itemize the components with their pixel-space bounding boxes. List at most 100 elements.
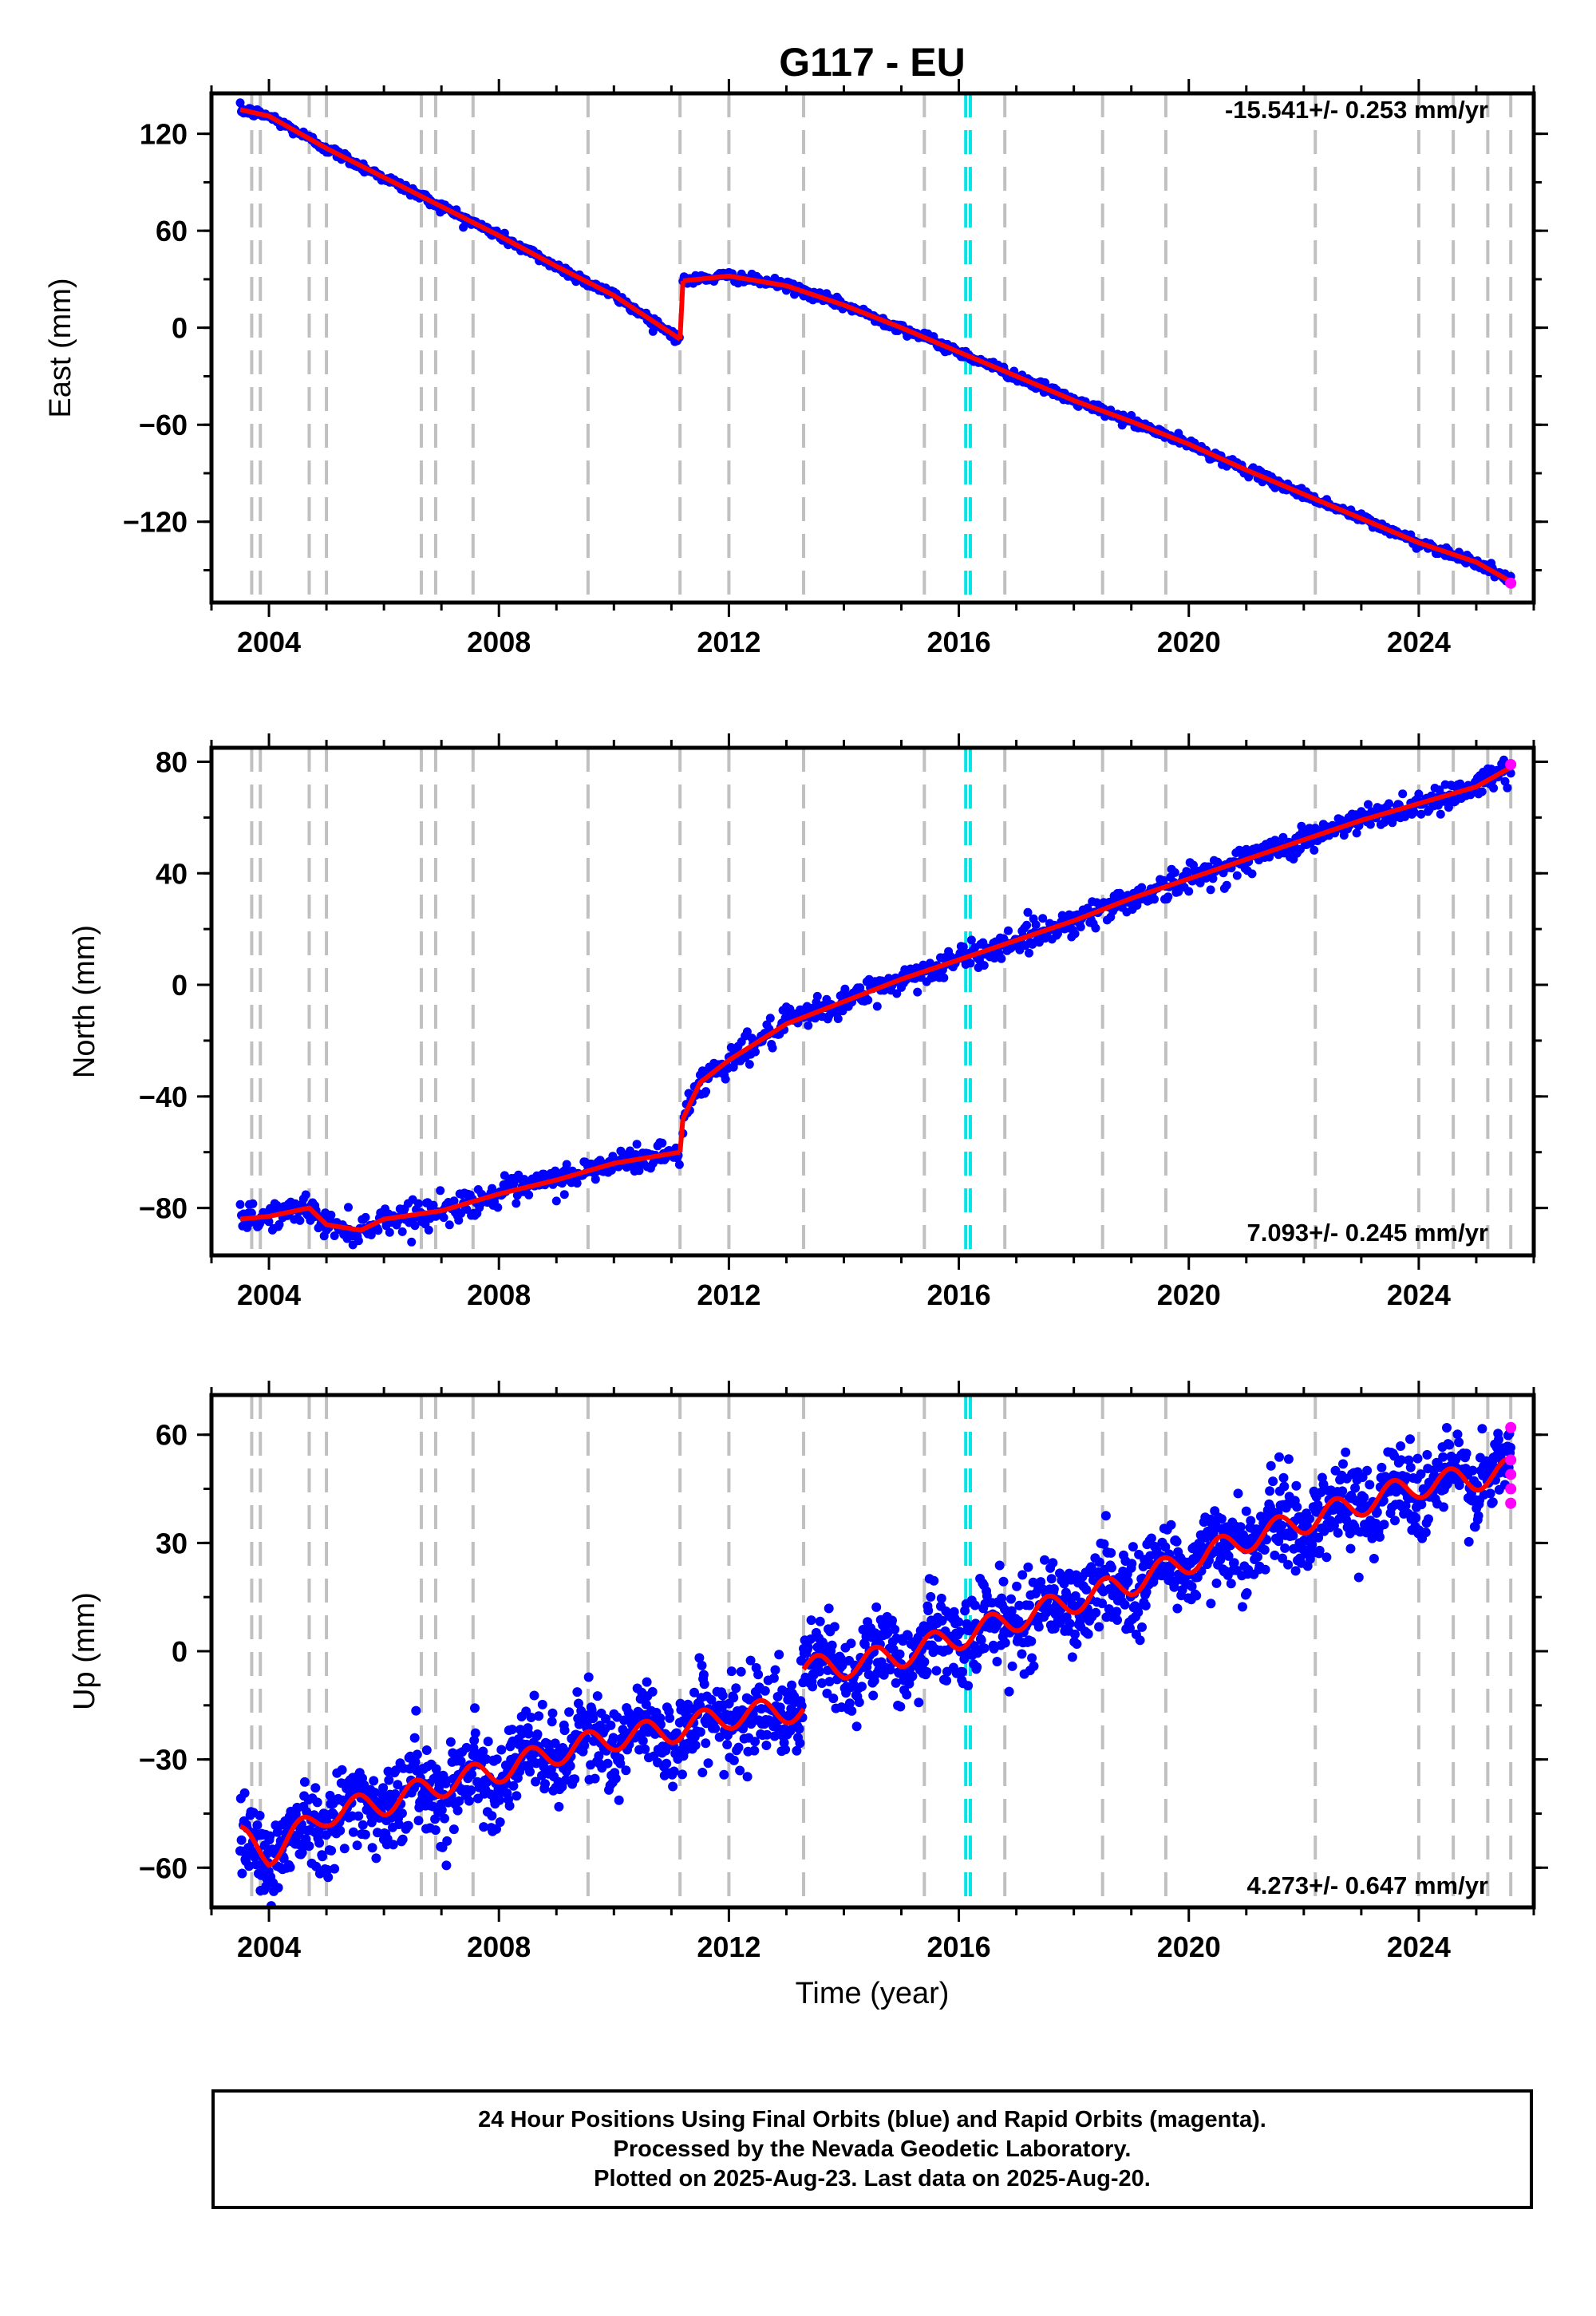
final-orbit-point [923,1606,934,1615]
final-orbit-point [780,1745,791,1755]
final-orbit-point [902,1690,912,1700]
final-orbit-point [354,1811,364,1821]
final-orbit-point [1206,1599,1216,1609]
final-orbit-point [523,1729,534,1739]
final-orbit-point [492,1754,502,1765]
final-orbit-point [1086,1562,1096,1572]
plot-area [235,748,1517,1255]
final-orbit-point [694,1653,705,1663]
final-orbit-point [1208,874,1218,883]
final-orbit-point [1292,1502,1302,1512]
final-orbit-point [972,1662,982,1672]
caption-box: 24 Hour Positions Using Final Orbits (bl… [211,2089,1533,2209]
final-orbit-point [1163,892,1173,902]
final-orbit-point [323,1872,334,1883]
final-orbit-point [454,1215,464,1225]
final-orbit-point [1017,1649,1027,1659]
final-orbit-point [413,1199,423,1208]
final-orbit-point [1377,1462,1387,1472]
final-orbit-point [1072,1639,1082,1649]
final-orbit-point [722,1740,733,1749]
rapid-orbits-points [1505,1421,1517,1509]
final-orbit-point [1063,1592,1073,1603]
final-orbit-point [367,1843,377,1853]
final-orbit-point [403,1820,413,1831]
final-orbit-point [421,1745,432,1755]
final-orbit-point [827,1640,837,1650]
final-orbit-point [508,1780,519,1791]
final-orbit-point [891,1678,901,1688]
final-orbit-point [397,1227,407,1236]
final-orbit-point [1379,1520,1389,1530]
final-orbits-points [235,1423,1515,1907]
final-orbit-point [572,1179,582,1188]
final-orbit-point [855,983,865,993]
final-orbit-point [454,1796,464,1806]
final-orbit-point [525,1767,535,1777]
y-tick-label: 60 [156,1419,188,1452]
y-tick-label: 30 [156,1527,188,1559]
final-orbit-point [1070,1629,1080,1639]
final-orbit-point [638,1736,648,1746]
final-orbit-point [1043,1603,1053,1613]
final-orbit-point [970,1600,980,1611]
final-orbit-point [919,1657,930,1667]
final-orbit-point [524,1190,534,1199]
final-orbit-point [640,1744,650,1754]
final-orbit-point [1226,1579,1236,1589]
final-orbit-point [859,1639,870,1650]
final-orbit-point [445,1737,456,1747]
final-orbit-point [863,1670,874,1680]
y-axis-label: East (mm) [44,278,77,417]
panels: 2004 2008 2012 2016 2020 2024 120 60 0 −60 −120 Eas… [44,79,1548,1963]
final-orbit-point [1048,1558,1058,1568]
final-orbit-point [1365,1480,1375,1490]
final-orbit-point [335,1825,346,1836]
final-orbit-point [795,1738,805,1749]
velocity-label: 4.273+/- 0.647 mm/yr [1247,1871,1488,1899]
final-orbit-point [701,1738,711,1749]
final-orbit-point [929,1575,939,1586]
final-orbit-point [1083,1629,1093,1639]
figure-title: G117 - EU [779,40,965,85]
final-orbit-point [1416,1469,1426,1480]
final-orbit-point [301,1190,310,1199]
final-orbit-point [410,1221,420,1231]
panel-1: 2004 2008 2012 2016 2020 2024 120 60 0 −60 −120 Eas… [44,79,1548,658]
final-orbit-point [1260,1564,1270,1575]
final-orbit-point [1191,1591,1202,1601]
final-orbit-point [304,1841,314,1852]
final-orbit-point [1444,1440,1455,1450]
x-tick-label: 2008 [467,626,531,658]
final-orbit-point [1270,1550,1280,1560]
x-axis-label: Time (year) [796,1977,950,2010]
final-orbit-point [1235,1522,1246,1532]
final-orbit-point [1187,1581,1197,1591]
final-orbit-point [1321,1552,1332,1563]
final-orbit-point [1268,1476,1278,1487]
final-orbit-point [1216,1514,1227,1524]
final-orbit-point [479,1822,489,1832]
final-orbit-point [697,1768,708,1777]
final-orbit-point [828,1694,839,1704]
final-orbit-point [926,1591,936,1602]
velocity-label: 7.093+/- 0.245 mm/yr [1247,1219,1488,1247]
final-orbit-point [1485,1488,1495,1499]
final-orbit-point [461,1742,472,1753]
final-orbit-point [583,1672,594,1682]
final-orbit-point [1409,808,1419,817]
x-tick-label: 2004 [237,1279,301,1311]
y-tick-label: −60 [139,1852,188,1884]
final-orbit-point [1265,1486,1275,1496]
final-orbit-point [440,1778,451,1788]
final-orbit-point [275,1219,284,1229]
final-orbit-point [979,1643,990,1654]
final-orbit-point [1031,920,1041,930]
final-orbit-point [1229,1558,1239,1568]
final-orbit-point [979,961,989,970]
final-orbit-point [794,1724,804,1734]
final-orbit-point [1461,1448,1472,1459]
y-axis-label: Up (mm) [68,1592,101,1710]
final-orbit-point [954,1617,964,1627]
final-orbit-point [847,1705,857,1716]
